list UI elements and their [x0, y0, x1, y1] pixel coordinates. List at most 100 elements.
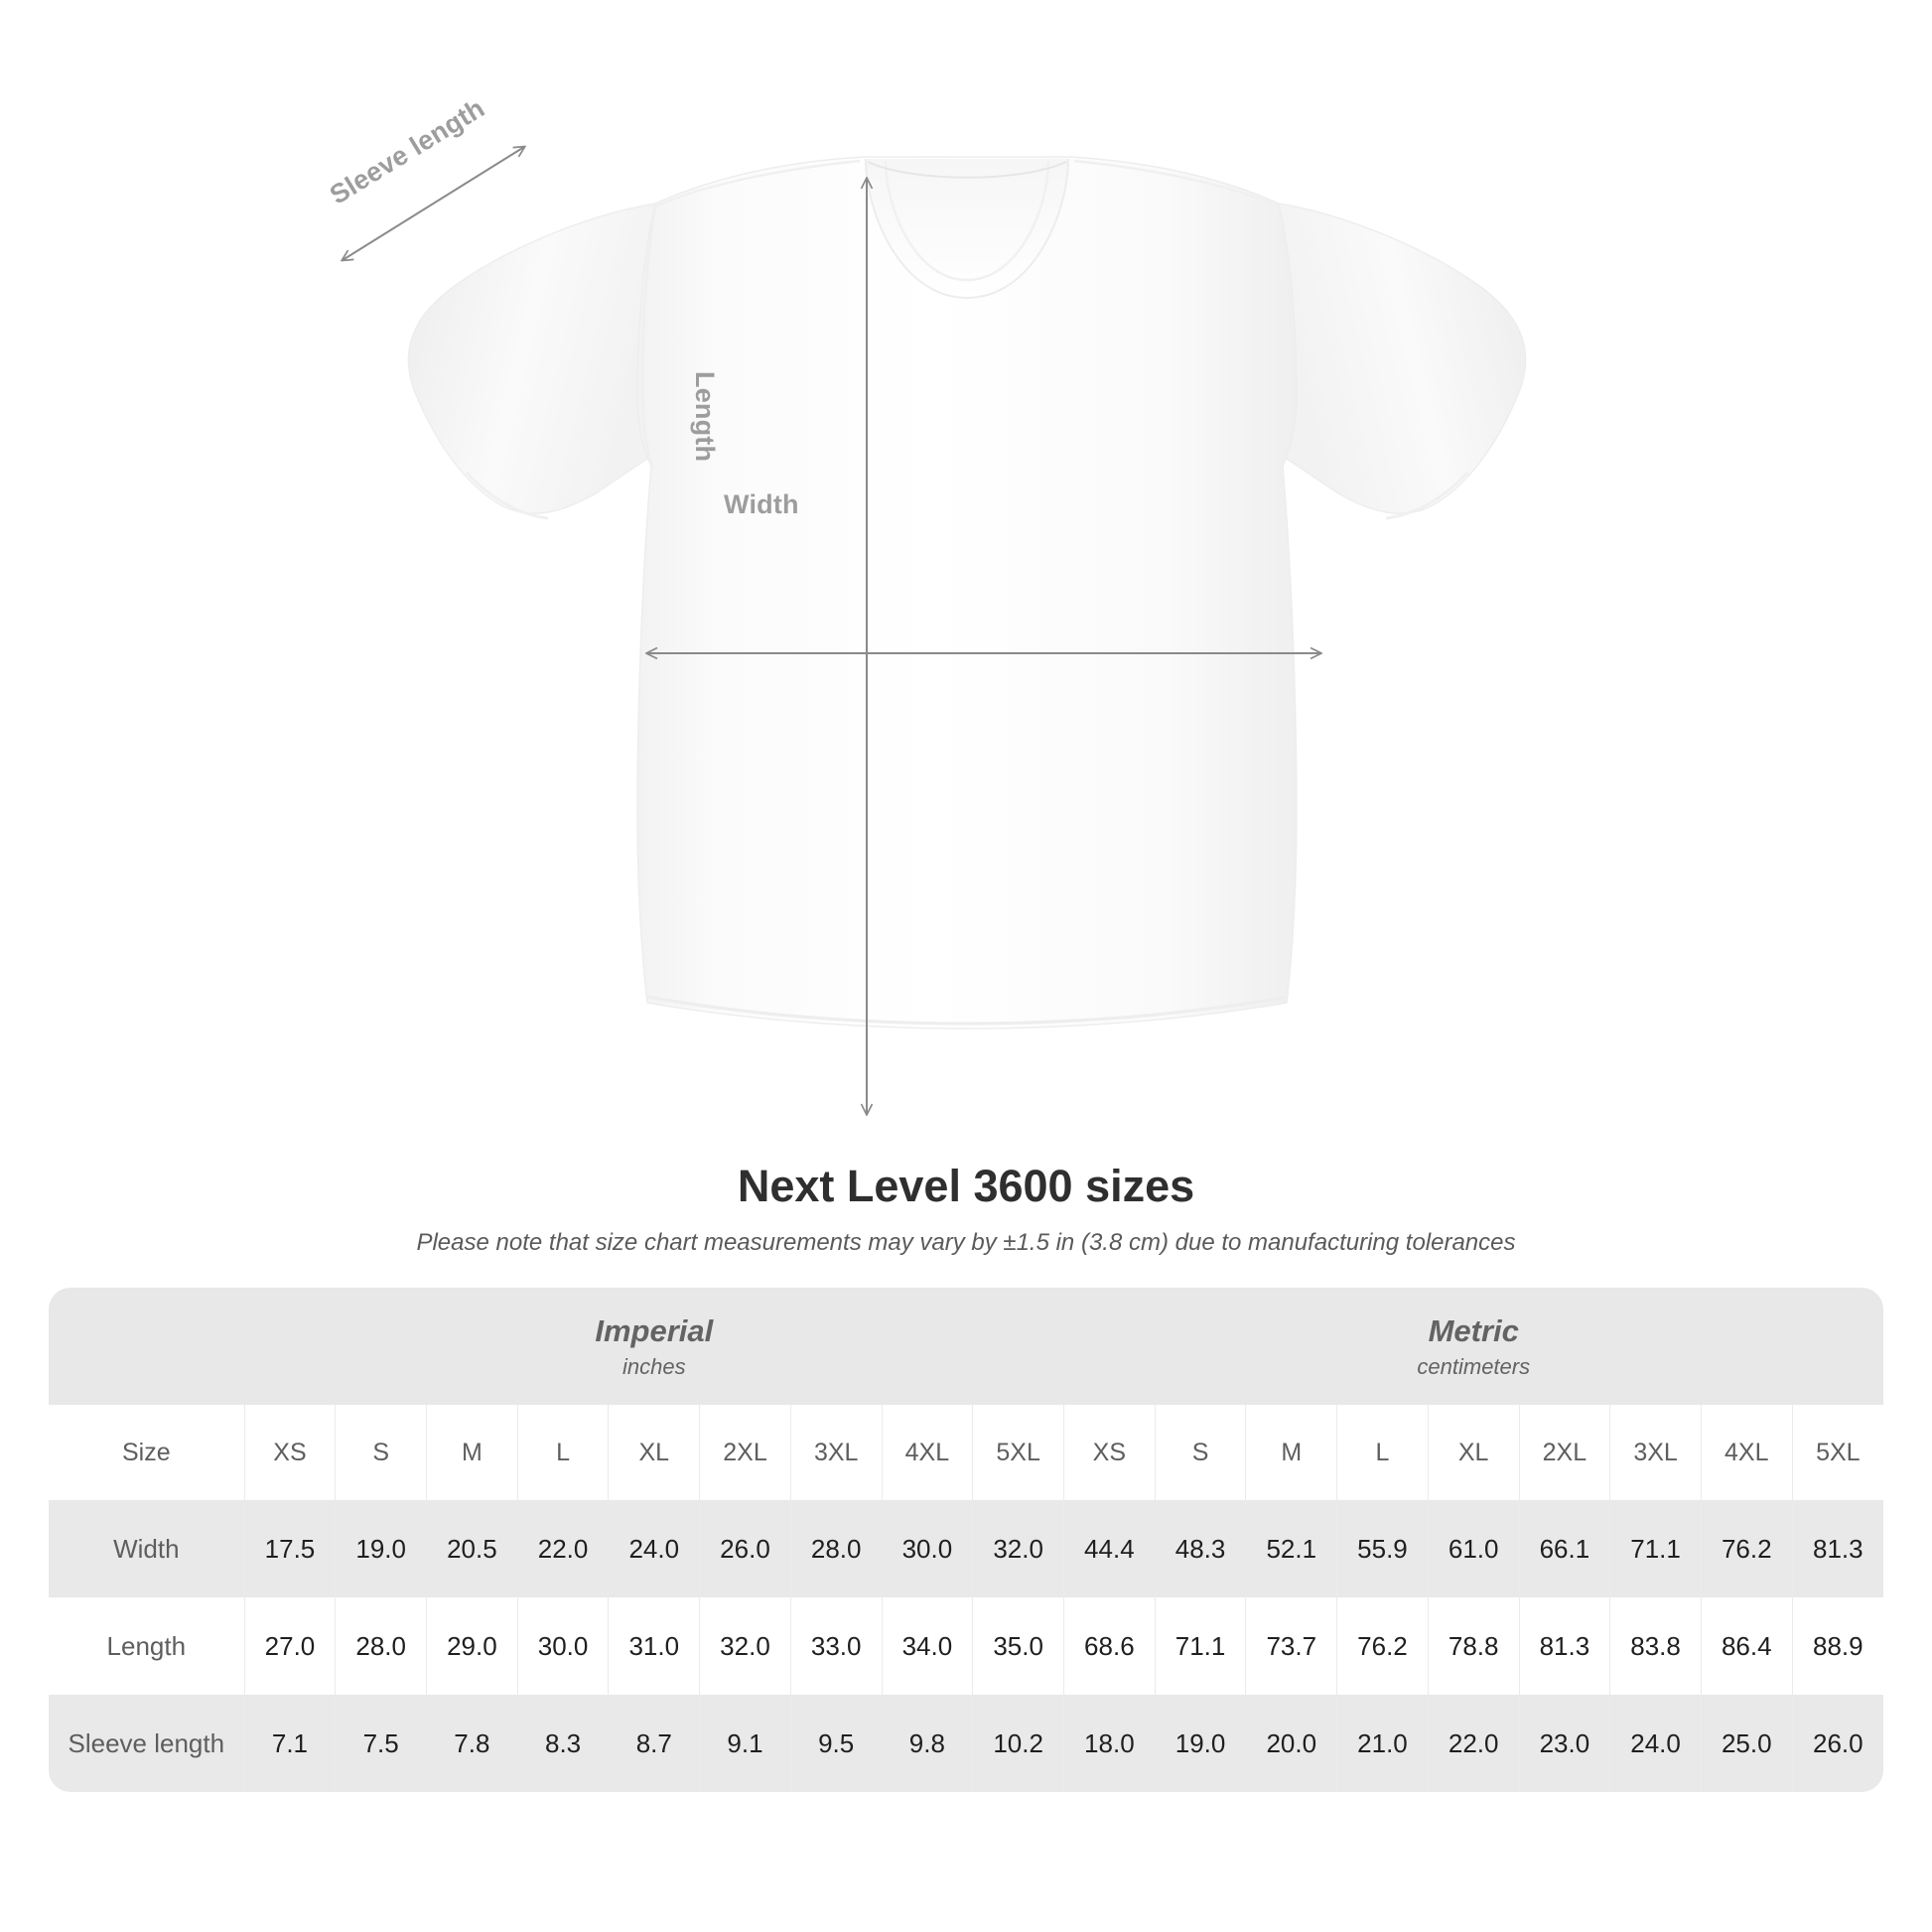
table-cell: 9.8 [882, 1695, 974, 1792]
neck-tape [867, 161, 1067, 179]
table-cell: 7.8 [426, 1695, 518, 1792]
size-column-header: S [335, 1405, 428, 1500]
unit-subtitle: centimeters [1417, 1354, 1531, 1380]
tshirt-drawing [0, 0, 1527, 1152]
table-cell: 44.4 [1063, 1500, 1156, 1597]
table-cell: 22.0 [1428, 1695, 1520, 1792]
table-cell: 81.3 [1519, 1597, 1611, 1695]
table-cell: 76.2 [1336, 1597, 1429, 1695]
table-cell: 8.3 [517, 1695, 610, 1792]
sleeve-length-arrow [343, 147, 524, 260]
unit-group-row: Imperial inches Metric centimeters [49, 1288, 1883, 1405]
size-header-row: Size XS S M L XL 2XL 3XL 4XL 5XL XS S M L XL 2XL 3XL 4XL 5… [49, 1405, 1883, 1500]
tshirt-illustration: Sleeve length Length Width [0, 0, 1527, 1152]
neckline [865, 158, 1069, 300]
table-cell: 19.0 [335, 1500, 428, 1597]
size-column-header: XS [244, 1405, 337, 1500]
table-row: Width 17.5 19.0 20.5 22.0 24.0 26.0 28.0 30.0 32.… [49, 1500, 1883, 1597]
table-corner-cell [49, 1288, 245, 1405]
table-cell: 21.0 [1336, 1695, 1429, 1792]
unit-name: Metric [1428, 1312, 1519, 1348]
table-cell: 30.0 [882, 1500, 974, 1597]
table-cell: 9.1 [699, 1695, 791, 1792]
row-label-sleeve-length: Sleeve length [49, 1695, 245, 1792]
size-column-header: M [426, 1405, 518, 1500]
table-cell: 52.1 [1245, 1500, 1338, 1597]
table-cell: 76.2 [1701, 1500, 1793, 1597]
table-cell: 17.5 [244, 1500, 337, 1597]
table-cell: 20.0 [1245, 1695, 1338, 1792]
size-column-header: XS [1063, 1405, 1156, 1500]
table-cell: 83.8 [1609, 1597, 1702, 1695]
table-cell: 32.0 [972, 1500, 1064, 1597]
table-cell: 10.2 [972, 1695, 1064, 1792]
table-cell: 73.7 [1245, 1597, 1338, 1695]
table-cell: 68.6 [1063, 1597, 1156, 1695]
table-cell: 24.0 [608, 1500, 701, 1597]
right-shoulder-seam [1073, 159, 1280, 208]
left-sleeve-hem [465, 471, 549, 520]
table-cell: 28.0 [335, 1597, 428, 1695]
table-cell: 18.0 [1063, 1695, 1156, 1792]
table-cell: 55.9 [1336, 1500, 1429, 1597]
table-cell: 66.1 [1519, 1500, 1611, 1597]
length-label: Length [690, 371, 720, 463]
table-cell: 24.0 [1609, 1695, 1702, 1792]
table-cell: 28.0 [790, 1500, 883, 1597]
size-column-header: M [1245, 1405, 1338, 1500]
table-row: Length 27.0 28.0 29.0 30.0 31.0 32.0 33.0 34.0 35… [49, 1597, 1883, 1695]
shirt-body [636, 156, 1298, 1030]
table-cell: 26.0 [699, 1500, 791, 1597]
unit-group-header-metric: Metric centimeters [1063, 1288, 1883, 1405]
size-column-header: L [1336, 1405, 1429, 1500]
table-cell: 23.0 [1519, 1695, 1611, 1792]
unit-subtitle: inches [622, 1354, 686, 1380]
table-cell: 81.3 [1792, 1500, 1883, 1597]
table-cell: 71.1 [1155, 1597, 1247, 1695]
table-cell: 19.0 [1155, 1695, 1247, 1792]
table-cell: 61.0 [1428, 1500, 1520, 1597]
size-chart-table: Imperial inches Metric centimeters Size XS S M L… [49, 1288, 1883, 1792]
unit-name: Imperial [595, 1312, 714, 1348]
table-cell: 26.0 [1792, 1695, 1883, 1792]
table-cell: 29.0 [426, 1597, 518, 1695]
size-column-header: S [1155, 1405, 1247, 1500]
unit-group-header-imperial: Imperial inches [244, 1288, 1064, 1405]
size-column-header: 4XL [882, 1405, 974, 1500]
right-sleeve-hem [1385, 471, 1469, 520]
table-row: Sleeve length 7.1 7.5 7.8 8.3 8.7 9.1 9.5 9.8 10.… [49, 1695, 1883, 1792]
table-cell: 35.0 [972, 1597, 1064, 1695]
left-sleeve [407, 203, 656, 514]
left-shoulder-seam [654, 159, 861, 208]
page-title: Next Level 3600 sizes [737, 1161, 1195, 1211]
size-column-header: 5XL [1792, 1405, 1883, 1500]
size-column-header: 2XL [699, 1405, 791, 1500]
table-cell: 30.0 [517, 1597, 610, 1695]
table-cell: 9.5 [790, 1695, 883, 1792]
table-cell: 7.1 [244, 1695, 337, 1792]
table-cell: 25.0 [1701, 1695, 1793, 1792]
size-column-header: L [517, 1405, 610, 1500]
size-header-label: Size [49, 1405, 245, 1500]
row-label-width: Width [49, 1500, 245, 1597]
table-cell: 8.7 [608, 1695, 701, 1792]
size-chart-table-wrapper: Imperial inches Metric centimeters Size XS S M L… [49, 1288, 1883, 1792]
measurement-guides [343, 147, 1320, 1114]
right-armhole-seam [1277, 205, 1294, 470]
size-column-header: 5XL [972, 1405, 1064, 1500]
size-column-header: 4XL [1701, 1405, 1793, 1500]
tshirt-shape [407, 156, 1527, 1030]
size-column-header: 3XL [1609, 1405, 1702, 1500]
table-cell: 48.3 [1155, 1500, 1247, 1597]
table-cell: 22.0 [517, 1500, 610, 1597]
table-cell: 31.0 [608, 1597, 701, 1695]
table-cell: 34.0 [882, 1597, 974, 1695]
table-cell: 7.5 [335, 1695, 428, 1792]
size-column-header: XL [608, 1405, 701, 1500]
left-armhole-seam [640, 205, 657, 470]
collar-rib [884, 160, 1050, 282]
right-sleeve [1278, 203, 1527, 514]
table-cell: 71.1 [1609, 1500, 1702, 1597]
table-cell: 88.9 [1792, 1597, 1883, 1695]
row-label-length: Length [49, 1597, 245, 1695]
